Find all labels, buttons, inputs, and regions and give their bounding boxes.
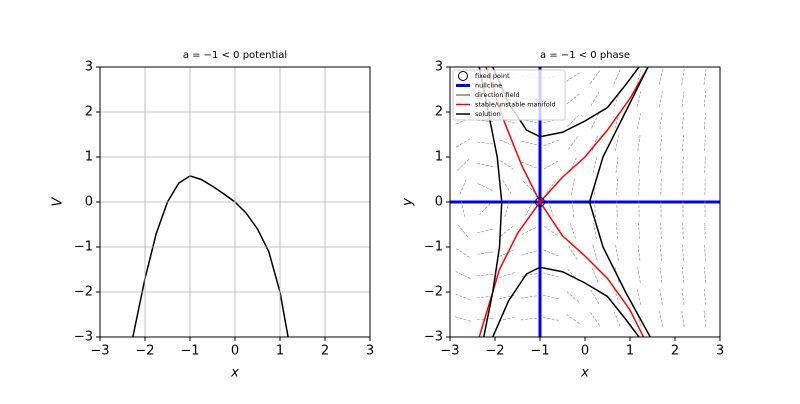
y-tick-label: −3 — [424, 330, 443, 345]
x-tick-label: 2 — [671, 344, 679, 359]
y-tick-label: −1 — [424, 240, 443, 255]
x-axis-label: x — [230, 366, 239, 381]
y-tick-label: −2 — [424, 285, 443, 300]
y-axis-label: y — [401, 198, 416, 207]
y-tick-label: 2 — [435, 105, 443, 120]
y-tick-label: 0 — [435, 195, 443, 210]
x-tick-label: −3 — [90, 344, 109, 359]
x-tick-label: −1 — [530, 344, 549, 359]
y-tick-label: −2 — [74, 285, 93, 300]
chart-title: a = −1 < 0 potential — [183, 50, 287, 61]
y-tick-label: 1 — [435, 150, 443, 165]
x-tick-label: −1 — [180, 344, 199, 359]
legend-label: stable/unstable manifold — [475, 101, 556, 109]
y-tick-label: 3 — [85, 60, 93, 75]
x-tick-label: 3 — [366, 344, 374, 359]
x-tick-label: 0 — [581, 344, 589, 359]
y-tick-label: 3 — [435, 60, 443, 75]
x-axis-label: x — [580, 366, 589, 381]
y-tick-label: −3 — [74, 330, 93, 345]
legend-label: solution — [475, 110, 501, 118]
x-tick-label: −2 — [135, 344, 154, 359]
legend-label: nullcline — [475, 82, 502, 90]
x-tick-label: −3 — [440, 344, 459, 359]
legend-label: fixed point — [475, 72, 510, 80]
y-tick-label: 1 — [85, 150, 93, 165]
y-tick-label: −1 — [74, 240, 93, 255]
x-tick-label: 3 — [716, 344, 724, 359]
x-tick-label: 0 — [231, 344, 239, 359]
chart-title: a = −1 < 0 phase — [540, 50, 630, 61]
y-tick-label: 2 — [85, 105, 93, 120]
y-tick-label: 0 — [85, 195, 93, 210]
x-tick-label: 2 — [321, 344, 329, 359]
legend-label: direction field — [475, 91, 520, 99]
x-tick-label: 1 — [626, 344, 634, 359]
x-tick-label: −2 — [485, 344, 504, 359]
y-axis-label: V — [51, 196, 66, 206]
x-tick-label: 1 — [276, 344, 284, 359]
